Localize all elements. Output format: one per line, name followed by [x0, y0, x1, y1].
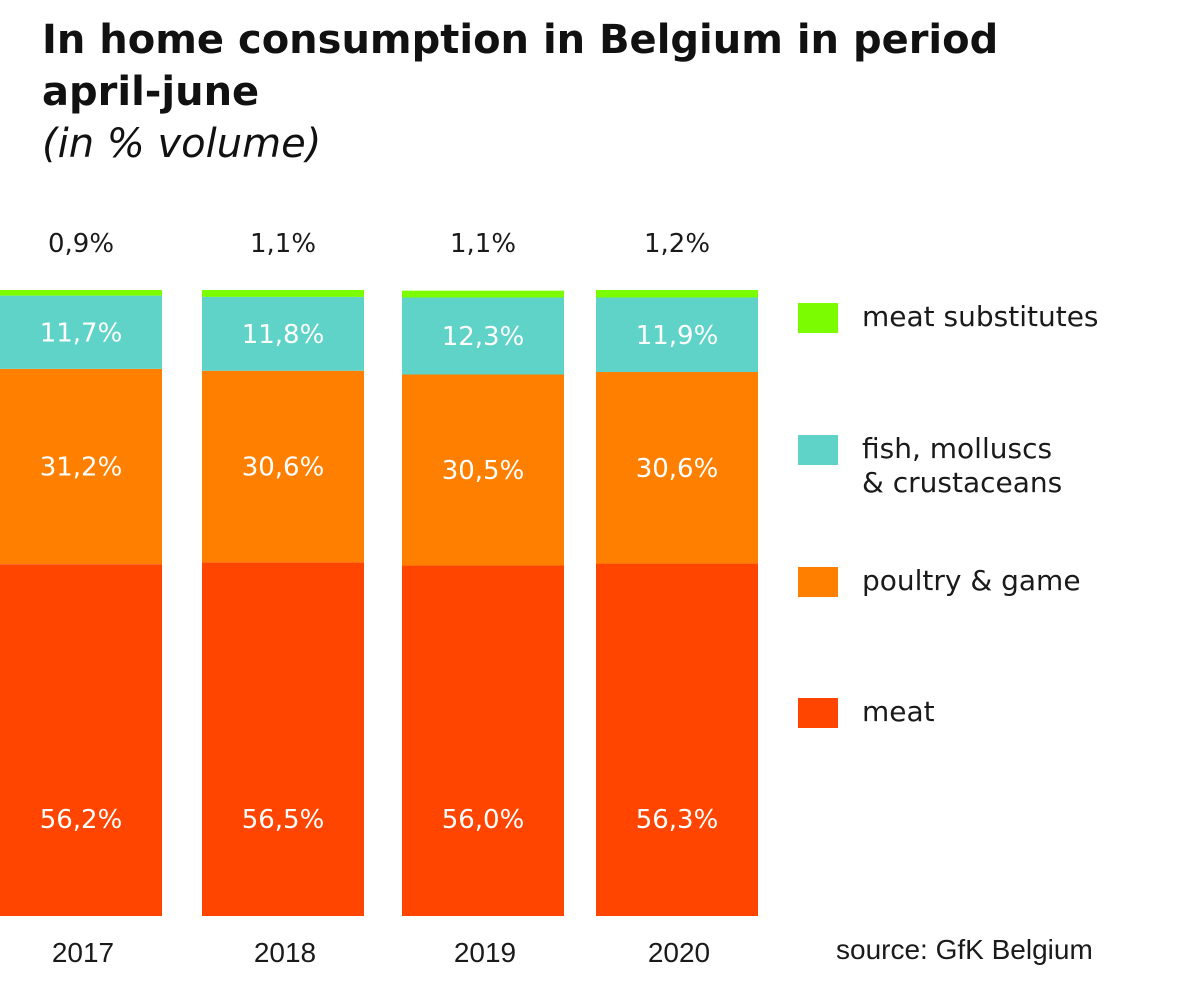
- value-label-2018-0: 56,5%: [242, 805, 325, 835]
- source-note: source: GfK Belgium: [836, 934, 1093, 965]
- legend-label-meat-substitutes: meat substitutes: [862, 300, 1099, 333]
- x-tick-label-2020: 2020: [648, 937, 710, 968]
- bar-segment-2020-0: [596, 563, 758, 916]
- bar-segment-2020-3: [596, 290, 758, 298]
- bar-segment-2017-2: [0, 295, 162, 369]
- x-tick-label-2019: 2019: [454, 937, 516, 968]
- bar-segment-2019-2: [402, 297, 564, 375]
- x-tick-label-2018: 2018: [254, 937, 316, 968]
- bar-segment-2020-1: [596, 372, 758, 564]
- value-label-2019-3: 1,1%: [450, 229, 516, 259]
- value-label-2017-0: 56,2%: [40, 805, 123, 835]
- value-label-2020-2: 11,9%: [636, 321, 719, 351]
- legend-label-meat: meat: [862, 695, 935, 728]
- bar-segment-2018-1: [202, 370, 364, 563]
- value-label-2019-2: 12,3%: [442, 322, 525, 352]
- chart-subtitle: (in % volume): [42, 121, 322, 167]
- legend-label-fish: fish, molluscs & crustaceans: [862, 432, 1063, 499]
- legend-swatch-poultry: [798, 567, 838, 597]
- value-label-2018-1: 30,6%: [242, 453, 325, 483]
- value-label-2019-1: 30,5%: [442, 456, 525, 486]
- value-label-2020-3: 1,2%: [644, 229, 710, 259]
- bar-segment-2017-1: [0, 368, 162, 565]
- value-label-2018-3: 1,1%: [250, 229, 316, 259]
- value-label-2017-3: 0,9%: [48, 229, 114, 259]
- bar-segment-2020-2: [596, 297, 758, 373]
- value-label-2020-1: 30,6%: [636, 454, 719, 484]
- bar-segment-2017-0: [0, 564, 162, 916]
- value-label-2018-2: 11,8%: [242, 320, 325, 350]
- bar-segment-2019-0: [402, 565, 564, 916]
- legend-swatch-meat-substitutes: [798, 303, 838, 333]
- legend-label-poultry: poultry & game: [862, 564, 1081, 597]
- chart-title: In home consumption in Belgium in period…: [42, 17, 999, 115]
- value-label-2019-0: 56,0%: [442, 805, 525, 835]
- bar-segment-2017-3: [0, 290, 162, 296]
- bar-segment-2019-1: [402, 374, 564, 566]
- value-label-2017-1: 31,2%: [40, 453, 123, 483]
- value-label-2017-2: 11,7%: [40, 318, 123, 348]
- x-tick-label-2017: 2017: [52, 937, 114, 968]
- bar-segment-2018-3: [202, 290, 364, 297]
- bar-segment-2018-0: [202, 562, 364, 916]
- bar-segment-2018-2: [202, 296, 364, 371]
- legend-swatch-fish: [798, 435, 838, 465]
- bar-segment-2019-3: [402, 290, 564, 298]
- value-label-2020-0: 56,3%: [636, 805, 719, 835]
- legend-swatch-meat: [798, 698, 838, 728]
